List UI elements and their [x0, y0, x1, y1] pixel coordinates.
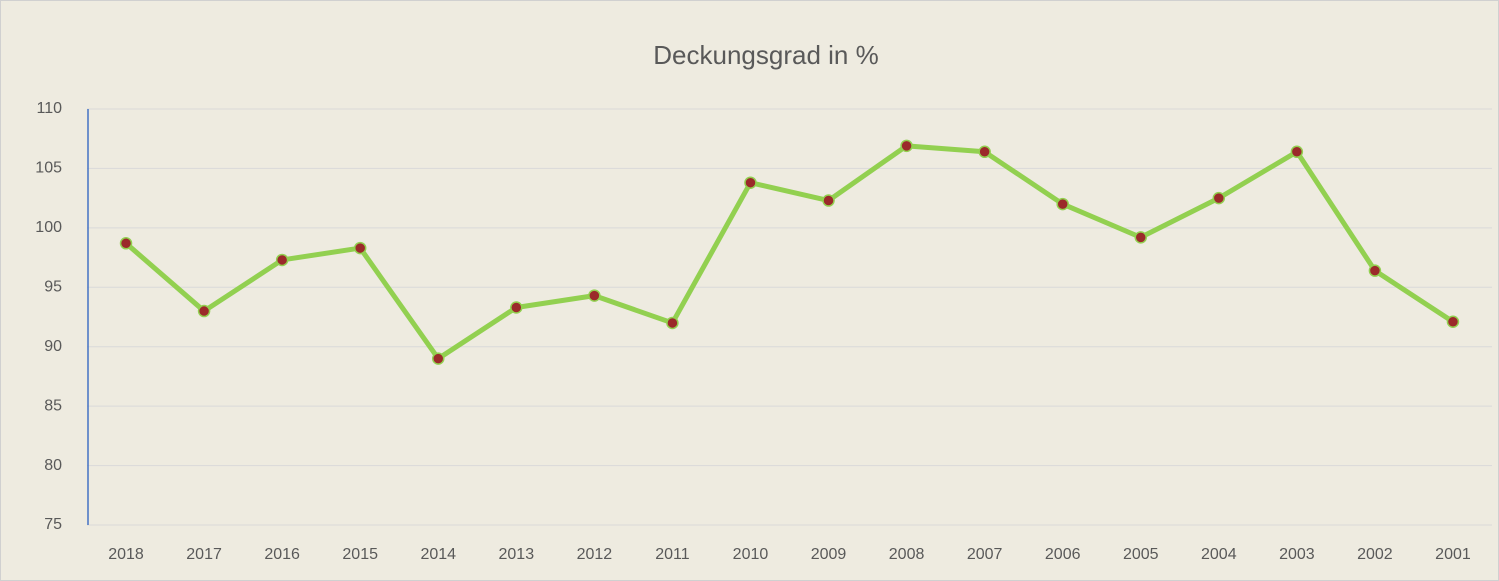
- x-tick-label: 2007: [967, 546, 1003, 563]
- data-point: [744, 176, 757, 189]
- y-tick-label: 90: [44, 338, 62, 355]
- data-point: [1134, 231, 1147, 244]
- x-tick-label: 2018: [108, 546, 144, 563]
- x-tick-label: 2014: [420, 546, 456, 563]
- x-tick-label: 2005: [1123, 546, 1159, 563]
- data-point: [432, 352, 445, 365]
- data-point: [900, 139, 913, 153]
- series-line: [124, 143, 1455, 362]
- x-tick-label: 2010: [733, 546, 769, 563]
- data-point: [197, 304, 211, 318]
- data-point: [588, 289, 601, 302]
- y-tick-label: 105: [35, 160, 62, 177]
- x-tick-label: 2016: [264, 546, 300, 563]
- x-tick-label: 2003: [1279, 546, 1315, 563]
- x-tick-label: 2009: [811, 546, 847, 563]
- x-tick-label: 2011: [655, 546, 690, 563]
- data-point: [510, 301, 523, 314]
- data-point: [666, 316, 679, 330]
- x-tick-label: 2013: [499, 546, 535, 563]
- data-point: [275, 253, 289, 267]
- data-point: [119, 237, 133, 250]
- data-point: [1368, 264, 1382, 277]
- data-point: [1446, 315, 1460, 329]
- data-point: [1056, 197, 1069, 211]
- x-tick-label: 2006: [1045, 546, 1081, 563]
- data-point: [353, 241, 367, 255]
- x-tick-label: 2002: [1357, 546, 1393, 563]
- y-tick-label: 95: [44, 279, 62, 296]
- chart-title: Deckungsgrad in %: [653, 40, 878, 70]
- x-tick-label: 2008: [889, 546, 925, 563]
- data-point: [822, 194, 835, 207]
- y-tick-label: 100: [35, 219, 62, 236]
- data-point: [1290, 145, 1304, 159]
- data-point: [978, 145, 991, 159]
- x-tick-label: 2015: [342, 546, 378, 563]
- y-tick-label: 75: [44, 516, 62, 533]
- y-tick-label: 85: [44, 397, 62, 414]
- x-tick-label: 2001: [1435, 546, 1471, 563]
- x-tick-label: 2012: [577, 546, 613, 563]
- x-tick-label: 2004: [1201, 546, 1237, 563]
- y-tick-label: 110: [36, 100, 62, 117]
- x-tick-label: 2017: [186, 546, 222, 563]
- data-point: [1212, 191, 1226, 205]
- y-tick-label: 80: [44, 457, 62, 474]
